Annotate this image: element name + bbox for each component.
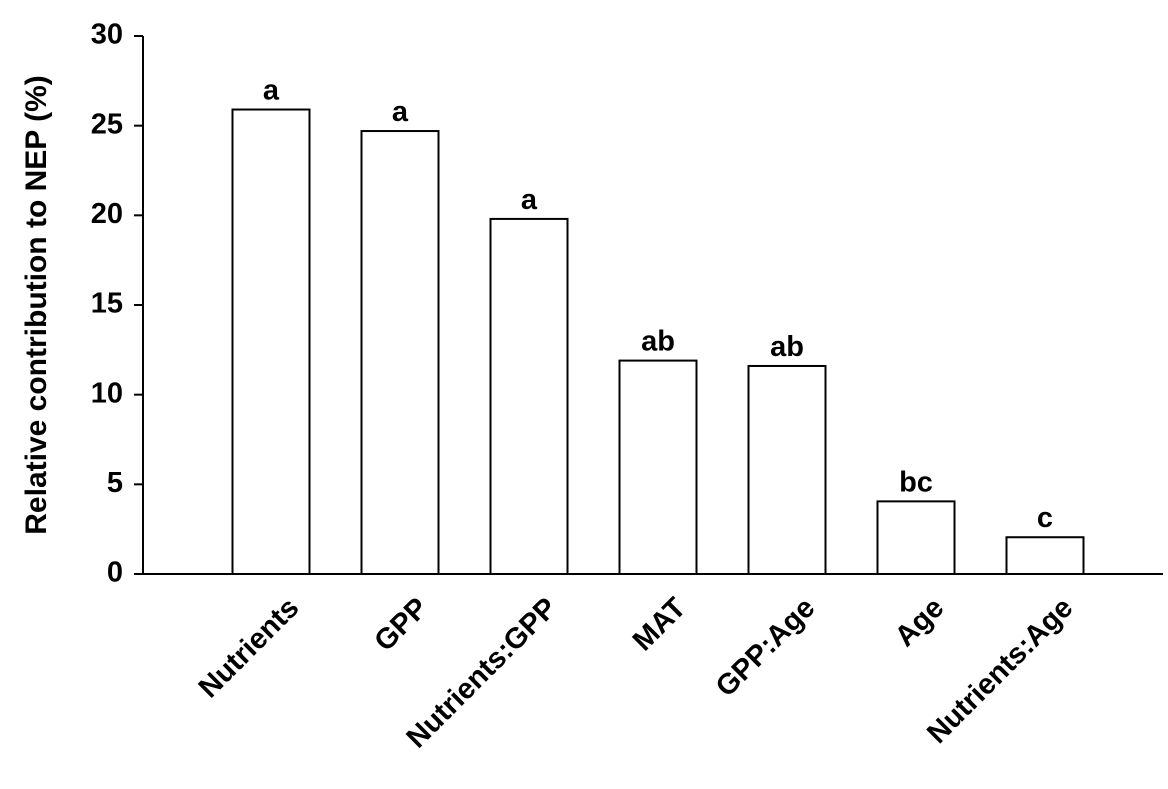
bar bbox=[876, 500, 956, 575]
bar-significance-label: c bbox=[1037, 502, 1053, 534]
x-category-label: MAT bbox=[627, 592, 693, 658]
y-tick-label: 20 bbox=[91, 198, 123, 230]
y-axis-ticks: 0 5 10 15 20 25 30 bbox=[91, 19, 143, 589]
y-tick-label: 25 bbox=[91, 108, 123, 140]
x-category-label: GPP bbox=[368, 592, 434, 658]
x-category-label: Nutrients bbox=[193, 592, 306, 705]
y-tick-label: 5 bbox=[107, 467, 123, 499]
bar-significance-label: a bbox=[263, 75, 280, 107]
bar-series bbox=[231, 108, 1085, 576]
bar-significance-labels: a a a ab ab bc c bbox=[263, 75, 1053, 535]
bar bbox=[618, 359, 698, 575]
bar bbox=[360, 130, 440, 575]
x-category-label: Age bbox=[889, 592, 950, 653]
bar bbox=[231, 108, 311, 575]
y-tick-label: 10 bbox=[91, 377, 123, 409]
bar-significance-label: bc bbox=[899, 466, 933, 498]
x-category-label: GPP:Age bbox=[710, 592, 822, 704]
y-tick-label: 15 bbox=[91, 288, 123, 320]
bar-significance-label: ab bbox=[641, 326, 675, 358]
bar-significance-label: a bbox=[392, 96, 409, 128]
bar bbox=[747, 364, 827, 575]
y-tick-label: 0 bbox=[107, 557, 123, 589]
bar bbox=[489, 217, 569, 575]
y-tick-label: 30 bbox=[91, 19, 123, 51]
bar-significance-label: ab bbox=[770, 331, 804, 363]
bar-significance-label: a bbox=[521, 184, 538, 216]
bar bbox=[1005, 536, 1085, 576]
y-axis-title: Relative contribution to NEP (%) bbox=[20, 75, 53, 534]
